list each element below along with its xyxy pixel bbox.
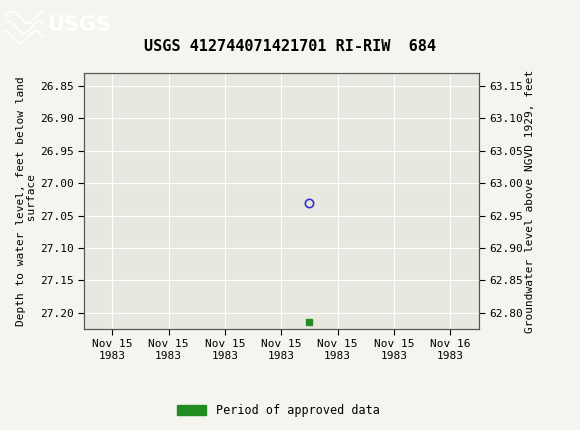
Y-axis label: Depth to water level, feet below land
 surface: Depth to water level, feet below land su… bbox=[16, 76, 37, 326]
Y-axis label: Groundwater level above NGVD 1929, feet: Groundwater level above NGVD 1929, feet bbox=[525, 69, 535, 333]
Legend: Period of approved data: Period of approved data bbox=[172, 399, 385, 422]
Text: USGS 412744071421701 RI-RIW  684: USGS 412744071421701 RI-RIW 684 bbox=[144, 39, 436, 54]
Text: USGS: USGS bbox=[48, 15, 111, 35]
